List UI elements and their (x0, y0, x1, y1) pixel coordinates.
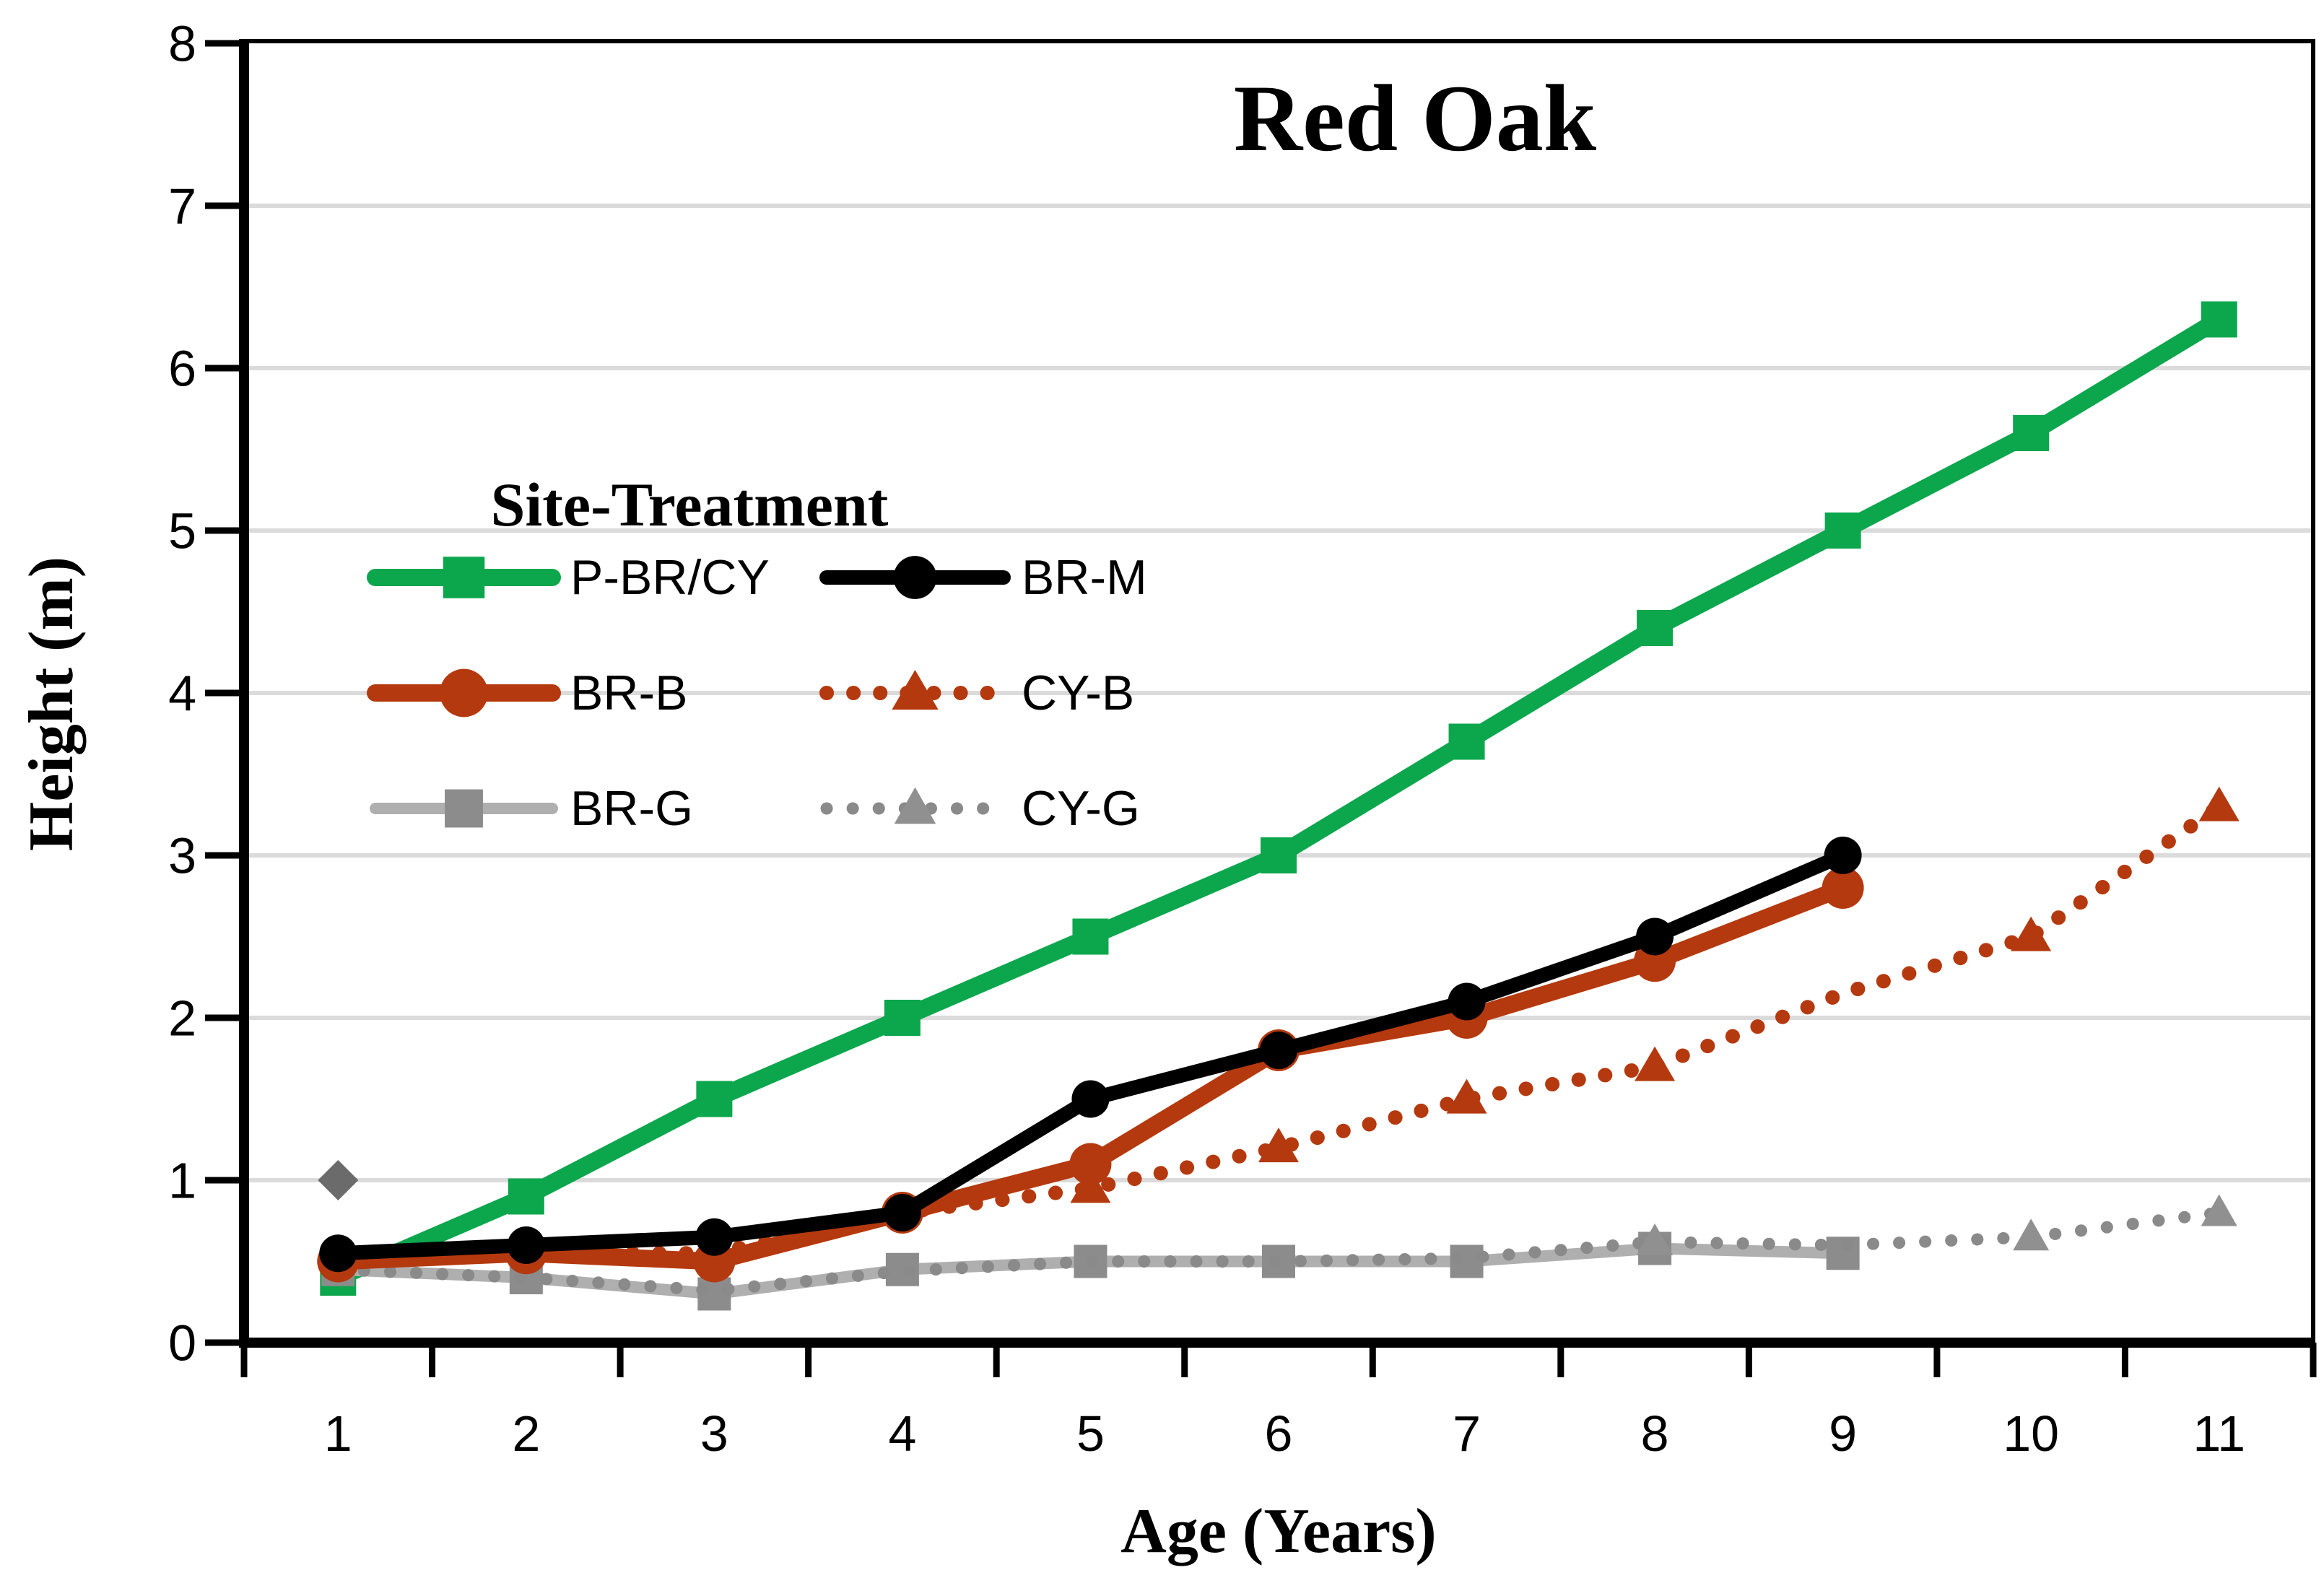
legend-item-br-m: BR-M (819, 550, 1147, 605)
data-point-CY-B (1446, 1078, 1487, 1114)
data-point-BR-G (445, 789, 483, 828)
data-point-BR-M (319, 1234, 357, 1273)
x-tick-label: 8 (1641, 1405, 1669, 1462)
legend-item-label: CY-B (1022, 666, 1134, 720)
legend-item-label: BR-B (570, 666, 687, 720)
data-point-CY-B (2198, 786, 2240, 821)
legend-item-br-g: BR-G (370, 781, 693, 836)
x-tick-label: 6 (1265, 1405, 1293, 1462)
data-point-P-BR/CY (443, 557, 485, 598)
legend-swatch-p-br-cy (367, 557, 561, 598)
y-tick-label: 4 (168, 666, 196, 722)
data-point-CY-G (2201, 1194, 2237, 1226)
x-tick-label: 7 (1453, 1405, 1481, 1462)
x-tick-label: 9 (1829, 1405, 1857, 1462)
legend-swatch-cy-b (819, 669, 1011, 710)
axes (205, 39, 2317, 1377)
x-tick-label: 11 (2193, 1405, 2245, 1462)
data-point-P-BR/CY (1261, 837, 1297, 873)
x-tick-label: 5 (1076, 1405, 1105, 1462)
x-tick-label: 1 (324, 1405, 352, 1462)
x-tick-label: 2 (512, 1405, 540, 1462)
data-point-BR-M (507, 1226, 545, 1264)
legend-swatch-cy-g (820, 787, 1010, 824)
legend-item-p-br-cy: P-BR/CY (367, 550, 770, 605)
series-layer (317, 301, 2240, 1311)
data-point-P-BR/CY (1448, 723, 1485, 760)
data-point-P-BR/CY (508, 1178, 544, 1215)
data-point-CY-B (1635, 1046, 1676, 1081)
y-tick-label: 0 (168, 1315, 196, 1372)
legend: Site-Treatment P-BR/CY BR-M BR-B CY-B BR… (367, 470, 1147, 836)
data-point-CY-B (2011, 916, 2052, 951)
y-tick-label: 7 (168, 178, 196, 235)
y-axis-title: Height (m) (17, 557, 87, 851)
legend-swatch-br-b (367, 668, 561, 718)
legend-item-br-b: BR-B (367, 666, 687, 720)
x-axis-title: Age (Years) (1120, 1496, 1436, 1566)
legend-item-label: CY-G (1022, 781, 1140, 836)
legend-title: Site-Treatment (491, 470, 889, 539)
data-point-CY-G (2013, 1218, 2050, 1251)
tick-labels: 0 1 2 3 4 5 6 7 8 1 2 3 4 5 6 7 8 9 10 11 (168, 16, 2245, 1462)
data-point-BR-M (1448, 982, 1486, 1021)
y-tick-label: 3 (168, 828, 196, 884)
series-CY-G (331, 1194, 2237, 1297)
data-point-BR-M (893, 556, 937, 599)
data-point-P-BR/CY (1824, 513, 1861, 549)
legend-swatch-br-g (370, 789, 558, 828)
y-tick-label: 6 (168, 341, 196, 397)
data-point-BR-M (1636, 917, 1674, 956)
y-tick-label: 2 (168, 990, 196, 1047)
x-tick-label: 4 (888, 1405, 916, 1462)
data-point-BR-B (1069, 1143, 1112, 1185)
series-P-BR/CY (320, 301, 2237, 1296)
y-tick-label: 1 (168, 1153, 196, 1209)
data-point-BR-M (695, 1218, 734, 1256)
legend-item-label: BR-M (1022, 550, 1147, 605)
legend-item-label: P-BR/CY (570, 550, 770, 605)
data-point-CY-G (894, 787, 936, 824)
legend-item-label: BR-G (570, 781, 693, 836)
data-point-BR-M (1260, 1032, 1297, 1069)
data-point-CY-B (1258, 1128, 1299, 1163)
series-CY-B (331, 786, 2240, 1269)
data-point-CY-B (892, 669, 939, 710)
y-tick-label: 8 (168, 16, 196, 72)
data-point-BR-M (1071, 1080, 1110, 1118)
legend-item-cy-b: CY-B (819, 666, 1134, 720)
data-point-P-BR/CY (696, 1081, 733, 1117)
legend-swatch-br-m (819, 556, 1011, 599)
data-point-P-BR/CY (1637, 610, 1674, 646)
data-point-P-BR/CY (2201, 301, 2237, 338)
data-point-CY-B (1070, 1168, 1111, 1203)
data-point-BR-M (883, 1194, 921, 1231)
data-point-CY-G (1637, 1223, 1674, 1255)
data-point-P-BR/CY (1072, 918, 1109, 955)
legend-item-cy-g: CY-G (820, 781, 1140, 836)
series-BR-M (319, 837, 1862, 1273)
data-point-BR-B (1822, 867, 1864, 909)
data-point-P-BR/CY (2013, 415, 2050, 451)
data-point-BR-M (1824, 837, 1862, 874)
series-line-CY-B (331, 799, 2227, 1269)
y-tick-label: 5 (168, 503, 196, 559)
x-tick-label: 3 (700, 1405, 728, 1462)
data-point-BR-B (440, 668, 488, 718)
x-tick-label: 10 (2003, 1405, 2059, 1462)
unlabeled-diamond (318, 1160, 359, 1200)
data-point-P-BR/CY (884, 1000, 921, 1036)
series-line-CY-G (331, 1206, 2226, 1297)
chart-title: Red Oak (1234, 65, 1597, 171)
